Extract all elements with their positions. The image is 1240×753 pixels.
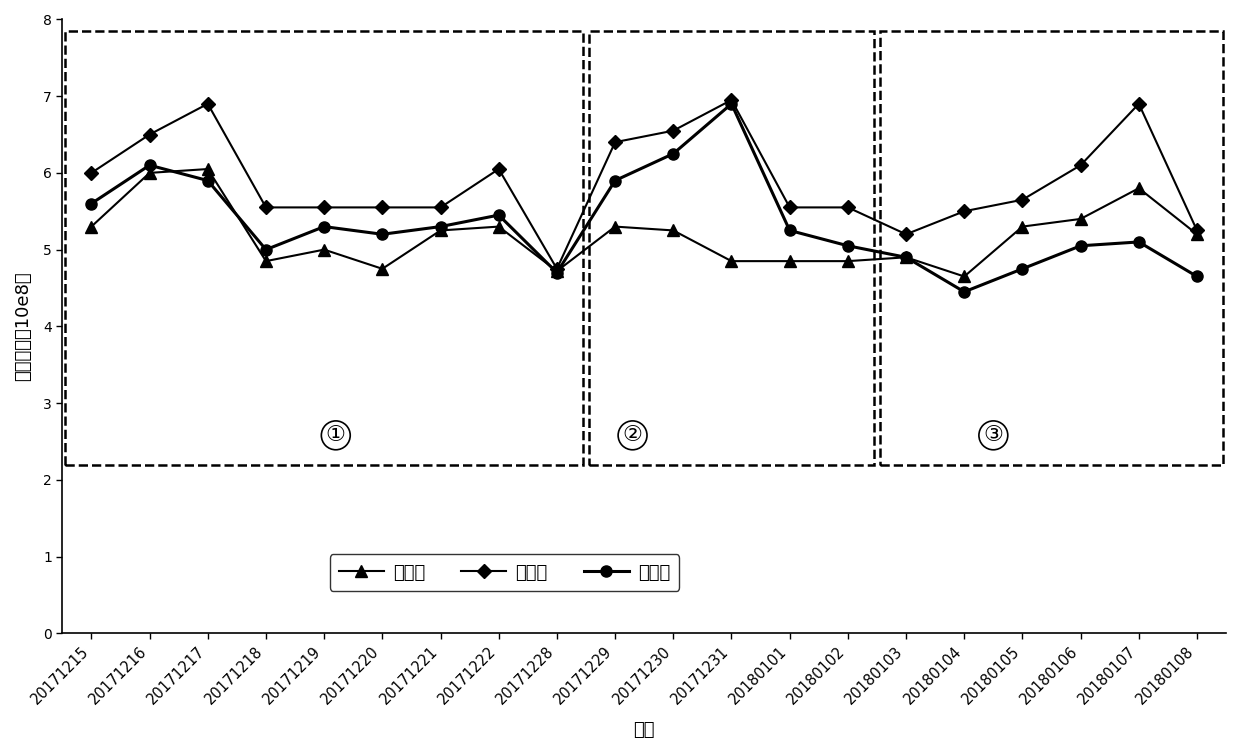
- 测试値: [433, 222, 448, 231]
- Bar: [589, 31, 874, 465]
- 上界値: [433, 203, 448, 212]
- 上界値: [491, 164, 506, 173]
- 测试値: [316, 222, 331, 231]
- 测试値: [724, 99, 739, 108]
- 下界値: [491, 222, 506, 231]
- 下界値: [724, 257, 739, 266]
- 下界値: [1131, 184, 1146, 193]
- 上界値: [1016, 195, 1030, 204]
- 测试値: [84, 199, 99, 208]
- Line: 测试値: 测试値: [86, 98, 1203, 297]
- 下界値: [84, 222, 99, 231]
- 下界値: [957, 272, 972, 281]
- 上界値: [841, 203, 856, 212]
- 下界値: [782, 257, 797, 266]
- 测试値: [491, 211, 506, 220]
- 下界値: [1016, 222, 1030, 231]
- 上界値: [316, 203, 331, 212]
- 上界値: [374, 203, 389, 212]
- Y-axis label: 交通流量（10e8）: 交通流量（10e8）: [14, 272, 32, 381]
- 下界値: [841, 257, 856, 266]
- 测试値: [549, 268, 564, 277]
- 测试値: [666, 149, 681, 158]
- 下界値: [1189, 230, 1204, 239]
- X-axis label: 日期: 日期: [634, 721, 655, 739]
- 下界値: [433, 226, 448, 235]
- 测试値: [608, 176, 622, 185]
- 上界値: [1131, 99, 1146, 108]
- 测试値: [1073, 241, 1087, 250]
- 下界値: [549, 267, 564, 276]
- 上界値: [899, 230, 914, 239]
- 测试値: [1189, 272, 1204, 281]
- 下界値: [143, 169, 157, 178]
- Bar: [880, 31, 1223, 465]
- 上界値: [608, 138, 622, 147]
- 上界値: [201, 99, 216, 108]
- Text: ②: ②: [622, 425, 642, 445]
- 上界値: [957, 207, 972, 216]
- 测试値: [782, 226, 797, 235]
- 下界値: [201, 164, 216, 173]
- 上界値: [143, 130, 157, 139]
- 下界値: [316, 245, 331, 255]
- 上界値: [666, 127, 681, 136]
- 上界値: [782, 203, 797, 212]
- 测试値: [258, 245, 273, 255]
- 测试値: [1131, 237, 1146, 246]
- 测试値: [957, 288, 972, 297]
- Line: 下界値: 下界値: [86, 163, 1203, 282]
- 下界値: [258, 257, 273, 266]
- 测试値: [899, 253, 914, 262]
- Text: ③: ③: [983, 425, 1003, 445]
- 上界値: [84, 169, 99, 178]
- 上界値: [1189, 226, 1204, 235]
- Text: ①: ①: [326, 425, 346, 445]
- Bar: [66, 31, 583, 465]
- 上界値: [1073, 160, 1087, 169]
- 上界値: [258, 203, 273, 212]
- 下界値: [666, 226, 681, 235]
- 下界値: [608, 222, 622, 231]
- Line: 上界値: 上界値: [87, 95, 1202, 273]
- 上界値: [724, 96, 739, 105]
- 下界値: [1073, 215, 1087, 224]
- 测试値: [143, 160, 157, 169]
- 上界値: [549, 264, 564, 273]
- 测试値: [201, 176, 216, 185]
- Legend: 下界値, 上界値, 测试値: 下界値, 上界値, 测试値: [330, 554, 680, 590]
- 测试値: [1016, 264, 1030, 273]
- 下界値: [374, 264, 389, 273]
- 测试値: [841, 241, 856, 250]
- 测试値: [374, 230, 389, 239]
- 下界値: [899, 253, 914, 262]
